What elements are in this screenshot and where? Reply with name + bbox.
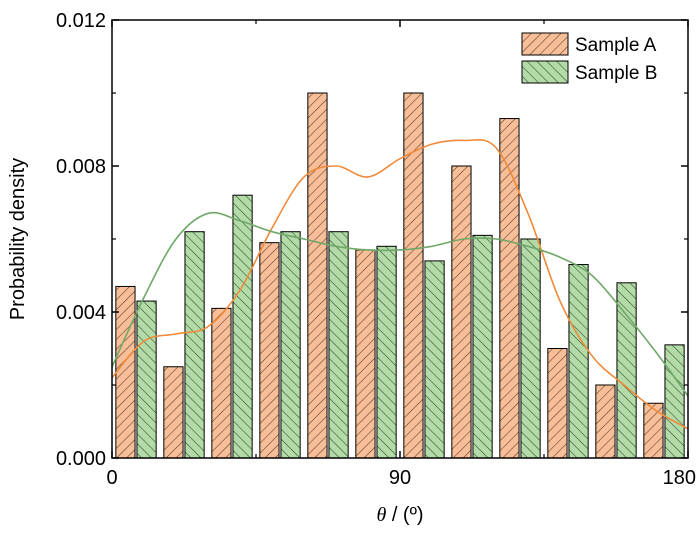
density-curve-sample-b (112, 211, 688, 397)
bars-layer (115, 92, 685, 459)
density-curve-sample-a (112, 138, 688, 430)
bar-sample-b-6 (424, 260, 445, 459)
x-tick-label: 180 (663, 467, 696, 489)
bar-sample-a-11 (643, 402, 664, 459)
x-axis: 0 90 180 (106, 20, 696, 489)
bar-sample-b-10 (616, 282, 637, 459)
y-axis-title: Probability density (7, 158, 29, 320)
bar-sample-b-11 (664, 344, 685, 459)
y-tick-label: 0.004 (56, 302, 106, 324)
bar-sample-b-8 (520, 238, 541, 459)
bar-sample-b-7 (472, 234, 493, 459)
x-axis-title-unit: / (º) (386, 504, 423, 526)
bar-sample-a-7 (451, 165, 472, 459)
bar-sample-a-9 (547, 348, 568, 459)
bar-sample-b-3 (280, 231, 301, 459)
bar-sample-a-2 (211, 307, 232, 459)
bar-sample-a-3 (259, 242, 280, 459)
y-axis: 0.000 0.004 0.008 0.012 (56, 10, 688, 470)
x-axis-title-symbol: θ (376, 504, 386, 526)
x-tick-label: 0 (106, 467, 117, 489)
x-axis-title: θ / (º) (376, 504, 423, 526)
y-tick-label: 0.008 (56, 156, 106, 178)
bar-sample-a-5 (355, 249, 376, 459)
bar-sample-b-1 (184, 231, 205, 459)
bar-sample-a-6 (403, 92, 424, 459)
legend-swatch-sample-b (521, 60, 569, 84)
bar-sample-b-2 (232, 194, 253, 459)
curves-layer (112, 138, 688, 430)
legend-label-sample-a: Sample A (575, 35, 657, 56)
bar-sample-b-0 (136, 300, 157, 459)
y-tick-label: 0.012 (56, 10, 106, 32)
bar-sample-b-4 (328, 231, 349, 459)
bar-sample-b-9 (568, 264, 589, 459)
legend: Sample A Sample B (521, 32, 657, 84)
y-tick-label: 0.000 (56, 448, 106, 470)
legend-label-sample-b: Sample B (575, 63, 657, 84)
bar-sample-a-4 (307, 92, 328, 459)
bar-sample-a-1 (163, 366, 184, 459)
legend-swatch-sample-a (521, 32, 569, 56)
x-tick-label: 90 (389, 467, 411, 489)
bar-sample-b-5 (376, 245, 397, 459)
bar-sample-a-10 (595, 384, 616, 459)
